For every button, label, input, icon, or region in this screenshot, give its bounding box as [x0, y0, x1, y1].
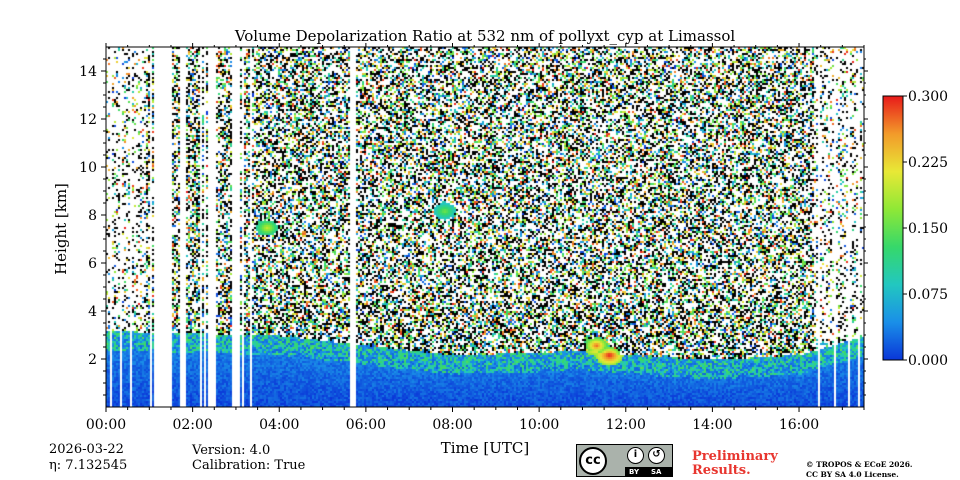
footer-date: 2026-03-22	[49, 442, 124, 457]
footer-calibration: Calibration: True	[192, 458, 306, 473]
x-tick-label: 00:00	[86, 417, 126, 433]
y-tick-label: 6	[88, 256, 97, 272]
cc-logo-icon: cc	[579, 447, 607, 475]
cc-license-badge: cc i ↺ BY SA	[576, 444, 673, 477]
y-tick-label: 14	[79, 64, 97, 80]
x-tick-label: 08:00	[432, 417, 472, 433]
colorbar-tick-label: 0.000	[908, 353, 948, 369]
x-tick-label: 06:00	[346, 417, 386, 433]
y-tick-label: 12	[79, 112, 97, 128]
footer-eta: η: 7.132545	[49, 458, 128, 473]
chart-title: Volume Depolarization Ratio at 532 nm of…	[234, 27, 736, 45]
x-tick-label: 10:00	[519, 417, 559, 433]
y-tick-label: 8	[88, 208, 97, 224]
y-tick-label: 4	[88, 304, 97, 320]
y-tick-label: 10	[79, 160, 97, 176]
copyright-line1: © TROPOS & ECoE 2026.	[806, 460, 913, 469]
plot-area	[106, 47, 864, 407]
colorbar-tick-label: 0.150	[908, 221, 948, 237]
x-tick-label: 14:00	[692, 417, 732, 433]
colorbar-axis: 0.000 0.075 0.150 0.225 0.300	[903, 89, 948, 369]
x-tick-label: 04:00	[259, 417, 299, 433]
x-tick-label: 12:00	[606, 417, 646, 433]
x-axis-label: Time [UTC]	[441, 439, 530, 457]
preliminary-line2: Results.	[692, 463, 751, 478]
y-axis-label: Height [km]	[52, 183, 70, 275]
colorbar-tick-label: 0.225	[908, 155, 948, 171]
cc-by-label: BY	[629, 468, 640, 476]
x-tick-label: 02:00	[172, 417, 212, 433]
cc-sa-icon: ↺	[648, 447, 665, 464]
colorbar	[882, 95, 904, 361]
y-axis: 2 4 6 8 10 12 14	[79, 58, 868, 396]
preliminary-line1: Preliminary	[692, 449, 778, 464]
cc-by-icon: i	[627, 447, 644, 464]
colorbar-tick-label: 0.300	[908, 89, 948, 105]
colorbar-tick-label: 0.075	[908, 287, 948, 303]
footer-version: Version: 4.0	[192, 443, 271, 458]
copyright-line2: CC BY SA 4.0 License.	[806, 470, 899, 479]
x-axis: 00:00 02:00 04:00 06:00 08:00 10:00 12:00 14:00…	[86, 43, 865, 433]
heatmap-image	[106, 47, 864, 407]
y-tick-label: 2	[88, 352, 97, 368]
cc-sa-label: SA	[651, 468, 662, 476]
x-tick-label: 16:00	[779, 417, 819, 433]
